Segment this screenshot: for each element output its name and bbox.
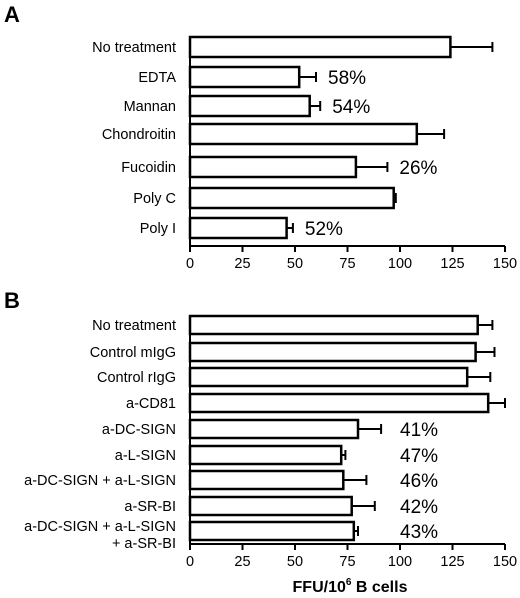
category-label: a-DC-SIGN + a-L-SIGN (24, 473, 176, 489)
x-axis-label: FFU/106 B cells (293, 577, 408, 596)
x-tick-label: 50 (287, 554, 303, 570)
x-tick-label: 75 (339, 554, 355, 570)
x-tick-label: 75 (339, 256, 355, 272)
category-label: Poly I (140, 221, 176, 237)
reduction-annotation: 26% (399, 158, 437, 179)
reduction-annotation: 43% (400, 522, 438, 543)
bar (188, 520, 356, 542)
category-label: Fucoidin (121, 160, 176, 176)
bar (188, 418, 360, 440)
x-tick-label: 100 (388, 554, 412, 570)
panel-b: 0 25 50 75 100 125 150 No treatment Control mIgG… (24, 314, 517, 570)
category-label: a-CD81 (126, 396, 176, 412)
category-label: a-DC-SIGN (102, 422, 176, 438)
bar (188, 444, 343, 466)
category-label-line2: + a-SR-BI (112, 536, 176, 552)
reduction-annotation: 58% (328, 68, 366, 89)
category-label: No treatment (92, 40, 176, 56)
bar (188, 155, 358, 179)
bar (188, 495, 353, 517)
category-label: a-L-SIGN (115, 448, 176, 464)
reduction-annotation: 47% (400, 446, 438, 467)
bar (188, 314, 479, 336)
x-tick-label: 150 (493, 554, 517, 570)
bar (188, 392, 490, 414)
reduction-annotation: 54% (332, 97, 370, 118)
x-tick-label: 150 (493, 256, 517, 272)
x-tick-label: 125 (440, 256, 464, 272)
category-label: No treatment (92, 318, 176, 334)
x-tick-label: 125 (440, 554, 464, 570)
panel-b-letter: B (4, 288, 20, 313)
category-label: a-DC-SIGN + a-L-SIGN (24, 519, 176, 535)
bar (188, 366, 469, 388)
category-label: Chondroitin (102, 127, 176, 143)
panel-a-letter: A (4, 2, 20, 27)
reduction-annotation: 42% (400, 497, 438, 518)
bar (188, 216, 288, 240)
x-tick-label: 0 (186, 554, 194, 570)
category-label: a-SR-BI (124, 499, 176, 515)
reduction-annotation: 46% (400, 471, 438, 492)
x-axis-label-main: FFU/10 (293, 579, 346, 596)
bar (188, 94, 311, 118)
category-label: Mannan (124, 99, 176, 115)
x-axis-label-superscript: 6 (346, 577, 352, 588)
reduction-annotation: 52% (305, 219, 343, 240)
bar (188, 122, 419, 146)
reduction-annotation: 41% (400, 420, 438, 441)
bar (188, 35, 452, 59)
category-label: Control mIgG (90, 345, 176, 361)
x-tick-label: 100 (388, 256, 412, 272)
x-axis-label-tail: B cells (351, 579, 407, 596)
bar (188, 186, 395, 210)
category-label: Poly C (133, 191, 176, 207)
x-tick-label: 50 (287, 256, 303, 272)
category-label: EDTA (138, 70, 176, 86)
x-tick-label: 25 (234, 256, 250, 272)
x-tick-label: 25 (234, 554, 250, 570)
category-label: Control rIgG (97, 370, 176, 386)
bar (188, 469, 345, 491)
bar (188, 65, 301, 89)
bar (188, 341, 477, 363)
panel-a: 0 25 50 75 100 125 150 No treatment EDTA 58% Manna… (92, 35, 517, 272)
x-tick-label: 0 (186, 256, 194, 272)
